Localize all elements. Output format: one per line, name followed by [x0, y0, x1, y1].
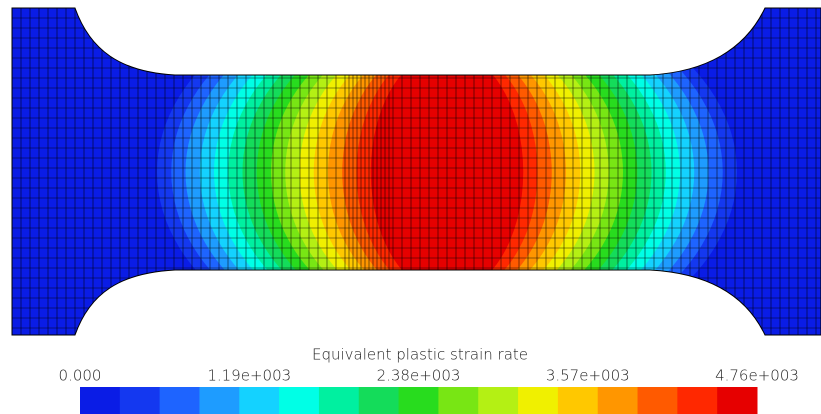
- color-cell: [638, 387, 678, 414]
- color-cell: [359, 387, 399, 414]
- colorbar-tick-label: 4.76e+003: [715, 367, 799, 385]
- color-cell: [239, 387, 279, 414]
- color-cell: [717, 387, 757, 414]
- color-cell: [598, 387, 638, 414]
- color-cell: [399, 387, 439, 414]
- color-cell: [80, 387, 120, 414]
- color-cell: [319, 387, 359, 414]
- color-cell: [160, 387, 200, 414]
- color-cell: [677, 387, 717, 414]
- color-cell: [438, 387, 478, 414]
- colorbar-tick-label: 1.19e+003: [207, 367, 291, 385]
- visualization: Equivalent plastic strain rate 0.000 1.19…: [0, 0, 821, 414]
- colorbar-title: Equivalent plastic strain rate: [312, 346, 528, 364]
- color-cell: [199, 387, 239, 414]
- colorbar-tick-label: 2.38e+003: [377, 367, 461, 385]
- color-cell: [518, 387, 558, 414]
- colorbar: 0.000 1.19e+003 2.38e+003 3.57e+003 4.76e+00…: [59, 367, 799, 414]
- color-cell: [120, 387, 160, 414]
- colorbar-tick-label: 3.57e+003: [546, 367, 630, 385]
- color-cell: [279, 387, 319, 414]
- color-cell: [478, 387, 518, 414]
- colorbar-tick-label: 0.000: [59, 367, 102, 385]
- color-cell: [558, 387, 598, 414]
